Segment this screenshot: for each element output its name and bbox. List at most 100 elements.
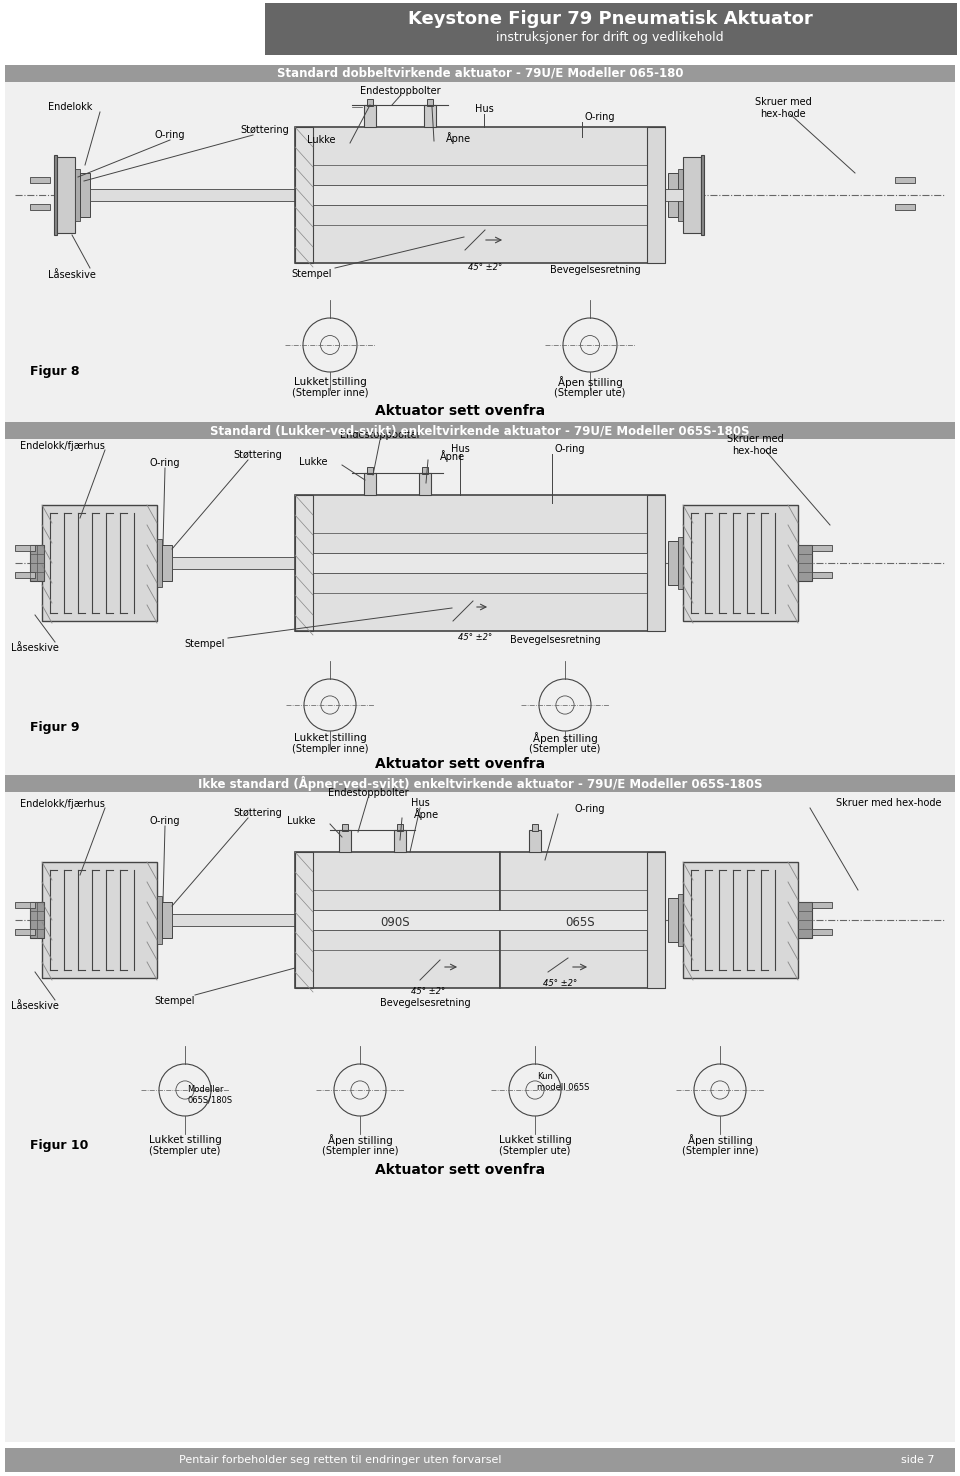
- Text: (Stempler inne): (Stempler inne): [292, 744, 369, 754]
- Bar: [295, 127, 313, 263]
- Text: Hus: Hus: [411, 799, 429, 807]
- Bar: [812, 902, 832, 908]
- Bar: [701, 155, 704, 235]
- Text: Låseskive: Låseskive: [48, 270, 96, 280]
- Text: side 7: side 7: [901, 1455, 935, 1466]
- Text: Støttering: Støttering: [241, 125, 289, 134]
- Bar: [665, 189, 683, 201]
- Bar: [5, 793, 955, 1442]
- Bar: [5, 65, 955, 83]
- Text: Lukket stilling: Lukket stilling: [149, 1135, 222, 1145]
- Text: O-ring: O-ring: [155, 130, 185, 140]
- Text: O-ring: O-ring: [150, 816, 180, 827]
- Bar: [668, 542, 678, 584]
- Bar: [364, 472, 376, 494]
- Bar: [5, 422, 955, 438]
- Text: Standard dobbeltvirkende aktuator - 79U/E Modeller 065-180: Standard dobbeltvirkende aktuator - 79U/…: [276, 66, 684, 80]
- Text: Lukket stilling: Lukket stilling: [294, 376, 367, 387]
- Bar: [30, 204, 50, 210]
- Bar: [678, 168, 683, 221]
- Bar: [15, 545, 35, 551]
- Text: (Stempler ute): (Stempler ute): [150, 1145, 221, 1156]
- Text: O-ring: O-ring: [150, 458, 180, 468]
- Bar: [5, 1448, 955, 1472]
- Text: Endestoppbolter: Endestoppbolter: [327, 788, 408, 799]
- Bar: [295, 852, 500, 987]
- Text: (Stempler ute): (Stempler ute): [499, 1145, 570, 1156]
- Bar: [295, 127, 665, 263]
- Text: Endelokk: Endelokk: [48, 102, 92, 112]
- Text: (Stempler inne): (Stempler inne): [682, 1145, 758, 1156]
- Bar: [313, 911, 647, 930]
- Bar: [895, 204, 915, 210]
- Bar: [162, 545, 172, 582]
- Text: Støttering: Støttering: [233, 807, 282, 818]
- Text: Åpen stilling: Åpen stilling: [533, 732, 597, 744]
- Text: Lukke: Lukke: [307, 134, 336, 145]
- Bar: [295, 494, 665, 632]
- Text: Aktuator sett ovenfra: Aktuator sett ovenfra: [375, 757, 545, 770]
- Bar: [683, 156, 701, 233]
- Text: Ikke standard (Åpner-ved-svikt) enkeltvirkende aktuator - 79U/E Modeller 065S-18: Ikke standard (Åpner-ved-svikt) enkeltvi…: [198, 776, 762, 791]
- Text: Aktuator sett ovenfra: Aktuator sett ovenfra: [375, 404, 545, 418]
- Bar: [54, 155, 57, 235]
- Bar: [812, 573, 832, 579]
- Bar: [367, 466, 373, 474]
- Text: 065S: 065S: [565, 915, 595, 928]
- Text: Åpen stilling: Åpen stilling: [558, 376, 622, 388]
- Text: Låseskive: Låseskive: [12, 1001, 59, 1011]
- Text: Keystone Figur 79 Pneumatisk Aktuator: Keystone Figur 79 Pneumatisk Aktuator: [408, 10, 812, 28]
- Bar: [90, 189, 295, 201]
- Text: 090S: 090S: [380, 915, 410, 928]
- Text: Pentair forbeholder seg retten til endringer uten forvarsel: Pentair forbeholder seg retten til endri…: [179, 1455, 501, 1466]
- Text: Aktuator sett ovenfra: Aktuator sett ovenfra: [375, 1163, 545, 1176]
- Bar: [162, 902, 172, 939]
- Bar: [419, 472, 431, 494]
- Bar: [5, 775, 955, 793]
- Bar: [812, 545, 832, 551]
- Text: Lukket stilling: Lukket stilling: [498, 1135, 571, 1145]
- Bar: [668, 173, 678, 217]
- Text: Bevegelsesretning: Bevegelsesretning: [380, 998, 470, 1008]
- Text: instruksjoner for drift og vedlikehold: instruksjoner for drift og vedlikehold: [496, 31, 724, 44]
- Bar: [42, 862, 157, 979]
- Text: Modeller
065S/180S: Modeller 065S/180S: [187, 1085, 232, 1104]
- Bar: [15, 573, 35, 579]
- Text: O-ring: O-ring: [555, 444, 586, 455]
- Bar: [5, 83, 955, 487]
- Bar: [364, 105, 376, 127]
- Text: Endestoppbolter: Endestoppbolter: [360, 86, 441, 96]
- Text: Kun
modell 065S: Kun modell 065S: [537, 1072, 589, 1092]
- Text: O-ring: O-ring: [585, 112, 615, 123]
- Bar: [172, 556, 295, 570]
- Bar: [895, 177, 915, 183]
- Text: Endelokk/fjærhus: Endelokk/fjærhus: [19, 441, 105, 452]
- Bar: [295, 494, 313, 632]
- Text: (Stempler inne): (Stempler inne): [292, 388, 369, 399]
- Text: Åpne: Åpne: [446, 131, 471, 145]
- Text: Bevegelsesretning: Bevegelsesretning: [510, 635, 601, 645]
- Text: Åpne: Åpne: [440, 450, 466, 462]
- Bar: [30, 177, 50, 183]
- Text: Stempel: Stempel: [184, 639, 226, 649]
- Bar: [367, 99, 373, 106]
- Bar: [5, 438, 955, 819]
- Bar: [313, 184, 647, 205]
- Text: Åpen stilling: Åpen stilling: [687, 1134, 753, 1145]
- Bar: [80, 173, 90, 217]
- Bar: [422, 466, 428, 474]
- Bar: [812, 928, 832, 934]
- Bar: [313, 554, 647, 573]
- Text: 45° ±2°: 45° ±2°: [411, 987, 445, 996]
- Text: Lukke: Lukke: [287, 816, 316, 827]
- Text: Åpen stilling: Åpen stilling: [327, 1134, 393, 1145]
- Text: Figur 9: Figur 9: [30, 722, 80, 735]
- Bar: [75, 168, 80, 221]
- Text: Støttering: Støttering: [233, 450, 282, 461]
- Bar: [15, 902, 35, 908]
- Bar: [172, 914, 295, 925]
- Text: Endelokk/fjærhus: Endelokk/fjærhus: [19, 799, 105, 809]
- Bar: [157, 896, 162, 945]
- Bar: [157, 539, 162, 587]
- Text: Hus: Hus: [450, 444, 469, 455]
